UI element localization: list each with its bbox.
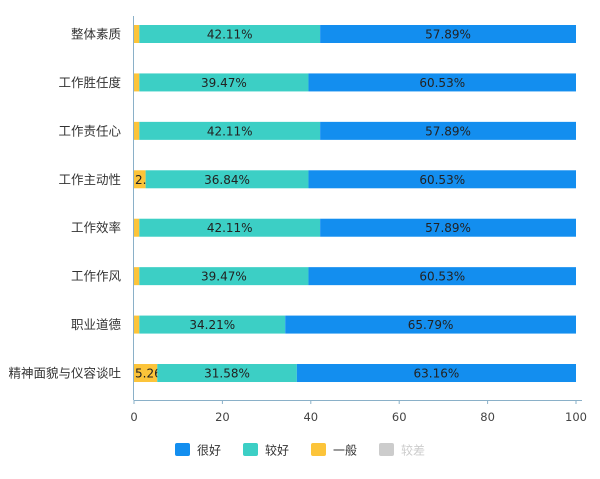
category-label: 精神面貌与仪容谈吐 <box>8 366 121 381</box>
bar-value-label: 65.79% <box>408 318 454 332</box>
bar-value-label: 63.16% <box>414 367 460 381</box>
axes: 0 20 40 60 80 100 <box>130 16 587 424</box>
bar-segment <box>308 170 576 189</box>
bar-segment <box>134 170 146 189</box>
legend-swatch <box>311 443 326 456</box>
bars-layer: 42.11%57.89%39.47%60.53%42.11%57.89%2.63… <box>134 25 576 383</box>
bar-value-label: 57.89% <box>425 124 471 138</box>
bar-segment <box>134 73 140 92</box>
bar-segment <box>139 267 309 286</box>
bar-value-label: 57.89% <box>425 28 471 42</box>
bar-segment <box>320 25 576 43</box>
legend-label[interactable]: 较差 <box>401 443 425 458</box>
legend: 很好 较好 一般 较差 <box>175 443 425 458</box>
bar-value-label: 34.21% <box>189 318 235 332</box>
bar-value-label: 42.11% <box>207 28 253 42</box>
category-label: 工作责任心 <box>58 123 121 138</box>
bar-value-label: 60.53% <box>419 76 465 90</box>
bar-segment <box>134 267 140 286</box>
bar-value-label: 42.11% <box>207 124 253 138</box>
category-label: 工作作风 <box>71 269 122 284</box>
category-label: 职业道德 <box>71 317 122 332</box>
category-label: 工作主动性 <box>58 172 121 187</box>
x-tick-label: 40 <box>303 410 318 424</box>
bar-segment <box>285 315 576 334</box>
bar-value-label: 39.47% <box>201 76 247 90</box>
bar-segment <box>320 121 576 140</box>
category-label: 整体素质 <box>71 27 121 42</box>
bar-segment <box>145 170 309 189</box>
bar-value-label: 42.11% <box>207 221 253 235</box>
bar-value-label: 60.53% <box>419 270 465 284</box>
legend-swatch <box>175 443 190 456</box>
category-label: 工作胜任度 <box>58 75 121 90</box>
bar-segment <box>134 25 140 43</box>
x-tick-label: 80 <box>480 410 495 424</box>
bar-segment <box>134 218 140 237</box>
bar-segment <box>139 73 309 92</box>
x-tick-label: 60 <box>392 410 407 424</box>
category-label: 工作效率 <box>71 220 121 235</box>
bar-value-label: 60.53% <box>419 173 465 187</box>
legend-swatch <box>379 443 394 456</box>
bar-segment <box>134 364 158 383</box>
legend-label[interactable]: 很好 <box>197 444 221 458</box>
bar-segment <box>157 364 297 383</box>
bar-segment <box>139 121 321 140</box>
legend-label[interactable]: 较好 <box>265 443 289 458</box>
bar-segment <box>308 73 576 92</box>
bar-segment <box>134 121 140 140</box>
x-tick-label: 100 <box>565 410 587 424</box>
bar-segment <box>139 218 321 237</box>
bar-segment <box>296 364 576 383</box>
bar-segment <box>134 315 140 334</box>
legend-swatch <box>243 443 258 456</box>
bar-value-label: 36.84% <box>204 173 250 187</box>
bar-value-label: 39.47% <box>201 270 247 284</box>
x-tick-label: 0 <box>130 410 137 424</box>
bar-segment <box>139 315 286 334</box>
legend-label[interactable]: 一般 <box>333 443 357 458</box>
bar-value-label: 31.58% <box>204 367 250 381</box>
bar-segment <box>308 267 576 286</box>
x-tick-label: 20 <box>215 410 230 424</box>
bar-segment <box>320 218 576 237</box>
bar-value-label: 57.89% <box>425 221 471 235</box>
bar-segment <box>139 25 321 43</box>
